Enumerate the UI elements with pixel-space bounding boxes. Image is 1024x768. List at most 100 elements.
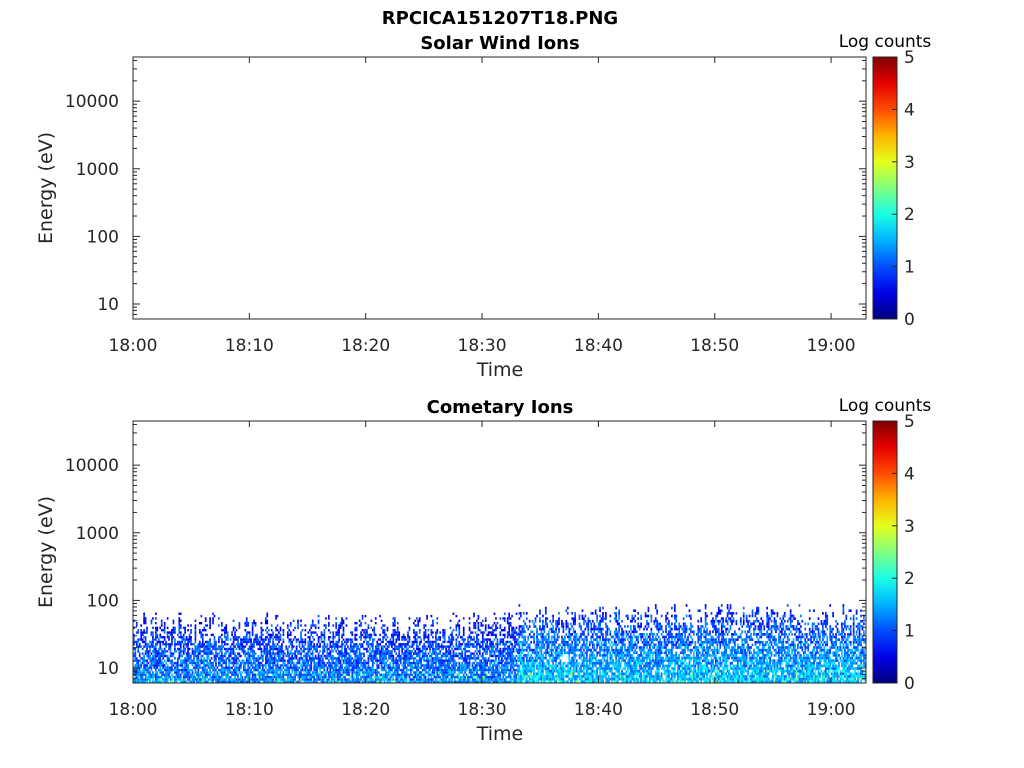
heatmap-cell [380,619,383,622]
heatmap-cell [178,668,181,672]
heatmap-cell [176,640,179,644]
heatmap-cell [546,659,549,662]
heatmap-cell [187,675,189,679]
heatmap-cell [190,636,192,639]
heatmap-cell [410,654,412,658]
heatmap-cell [188,671,191,674]
heatmap-cell [417,673,420,676]
heatmap-cell [229,666,232,669]
heatmap-cell [464,675,467,679]
heatmap-cell [279,664,282,667]
heatmap-cell [171,643,173,646]
heatmap-cell [360,645,362,648]
heatmap-cell [166,657,169,660]
heatmap-cell [440,647,443,651]
heatmap-cell [348,647,351,651]
heatmap-cell [291,661,294,665]
heatmap-cell [367,626,370,630]
heatmap-cell [341,645,343,648]
heatmap-cell [200,654,203,658]
heatmap-cell [327,675,330,679]
heatmap-cell [411,675,414,679]
heatmap-cell [499,617,502,620]
heatmap-cell [157,664,160,667]
heatmap-cell [417,624,420,627]
heatmap-cell [279,678,282,681]
heatmap-cell [135,675,138,679]
heatmap-cell [196,664,198,667]
heatmap-cell [336,671,339,674]
heatmap-cell [544,664,547,668]
heatmap-cell [380,673,383,676]
heatmap-cell [223,680,226,683]
heatmap-cell [533,635,535,639]
heatmap-cell [204,645,207,648]
heatmap-cell [257,675,260,679]
heatmap-cell [452,645,455,648]
heatmap-cell [430,671,433,674]
heatmap-cell [178,636,181,639]
heatmap-cell [515,638,518,641]
heatmap-cell [165,645,167,648]
heatmap-cell [544,672,547,676]
heatmap-cell [330,659,333,662]
heatmap-cell [159,657,162,660]
heatmap-cell [373,680,376,683]
heatmap-cell [228,671,231,674]
heatmap-cell [462,633,465,637]
heatmap-cell [474,654,477,658]
heatmap-cell [530,667,533,670]
heatmap-cell [484,645,487,648]
heatmap-cell [338,650,340,653]
heatmap-cell [448,680,450,683]
heatmap-cell [253,680,255,683]
heatmap-cell [426,680,428,683]
heatmap-cell [427,636,430,639]
heatmap-cell [225,657,228,660]
heatmap-cell [314,654,317,658]
heatmap-cell [363,659,365,662]
heatmap-cell [398,664,401,667]
heatmap-cell [437,675,440,679]
heatmap-cell [354,678,357,681]
heatmap-cell [536,640,538,644]
heatmap-cell [284,671,286,674]
heatmap-cell [300,678,302,681]
heatmap-cell [502,650,505,653]
heatmap-cell [374,657,377,660]
heatmap-cell [323,661,326,665]
heatmap-cell [220,675,223,679]
heatmap-cell [235,668,238,672]
heatmap-cell [332,650,335,653]
heatmap-cell [440,661,443,665]
heatmap-cell [275,680,277,683]
heatmap-cell [219,647,222,651]
heatmap-cell [162,657,165,660]
heatmap-cell [323,629,326,632]
heatmap-cell [210,652,213,655]
heatmap-cell [267,629,270,632]
heatmap-cell [451,659,453,662]
heatmap-cell [286,624,289,627]
heatmap-cell [237,643,239,646]
heatmap-cell [456,647,459,651]
heatmap-cell [451,673,453,676]
heatmap-cell [383,631,386,634]
heatmap-cell [544,612,547,615]
heatmap-cell [241,675,244,679]
heatmap-cell [163,636,166,639]
heatmap-cell [480,664,483,667]
heatmap-cell [223,673,226,676]
heatmap-cell [329,643,332,646]
heatmap-cell [395,673,398,676]
heatmap-cell [238,664,241,667]
heatmap-cell [281,664,283,667]
heatmap-cell [215,645,217,648]
heatmap-cell [402,643,405,646]
heatmap-cell [366,643,368,646]
heatmap-cell [492,647,494,651]
heatmap-cell [549,664,552,668]
heatmap-cell [314,626,317,630]
heatmap-cell [137,668,140,672]
heatmap-cell [242,678,245,681]
